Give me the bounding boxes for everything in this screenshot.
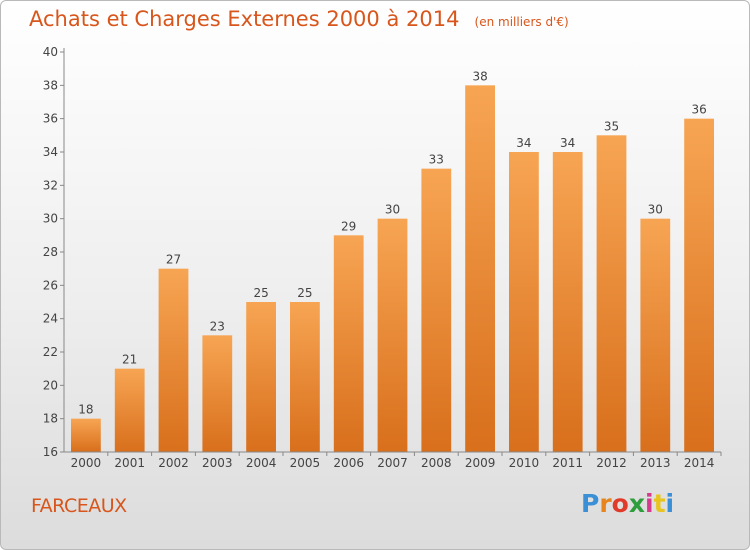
bar-2008 (421, 168, 452, 452)
bar-2006 (333, 235, 364, 452)
chart-title-block: Achats et Charges Externes 2000 à 2014 (… (29, 7, 569, 31)
x-tick-label-2012: 2012 (596, 456, 627, 470)
data-label-2012: 35 (604, 119, 619, 133)
x-tick-label-2002: 2002 (158, 456, 189, 470)
chart-unit: (en milliers d'€) (474, 15, 569, 29)
bar-2009 (465, 85, 495, 452)
proxiti-logo: Proxiti (581, 489, 674, 518)
y-tick-label: 38 (43, 78, 58, 92)
bar-2002 (158, 268, 189, 452)
y-tick-label: 32 (43, 178, 58, 192)
commune-name: FARCEAUX (31, 495, 127, 517)
bar-2004 (246, 302, 276, 452)
logo-letter: i (665, 489, 675, 518)
y-tick-label: 26 (43, 278, 58, 292)
y-axis: 16 18 20 22 24 26 28 30 32 34 36 38 40 (43, 45, 65, 459)
y-tick-label: 30 (43, 212, 58, 226)
y-tick-label: 18 (43, 412, 58, 426)
bar-2001 (114, 368, 145, 452)
x-tick-label-2004: 2004 (246, 456, 277, 470)
data-label-2004: 25 (253, 286, 268, 300)
x-tick-label-2000: 2000 (71, 456, 102, 470)
data-label-2013: 30 (648, 203, 663, 217)
bar-2007 (377, 218, 408, 452)
bar-2011 (552, 152, 583, 452)
logo-letter: i (645, 489, 654, 518)
data-label-2010: 34 (516, 136, 531, 150)
x-tick-label-2001: 2001 (114, 456, 145, 470)
data-label-2008: 33 (429, 153, 444, 167)
x-tick-label-2003: 2003 (202, 456, 233, 470)
x-tick-label-2008: 2008 (421, 456, 452, 470)
bar-2005 (290, 302, 320, 452)
logo-letter: r (599, 489, 612, 518)
data-label-2002: 27 (166, 253, 181, 267)
data-label-2003: 23 (210, 319, 225, 333)
chart-title: Achats et Charges Externes 2000 à 2014 (29, 7, 460, 31)
x-axis: 2000 2001 2002 2003 2004 2005 2006 2007 2008 2009… (64, 451, 722, 470)
logo-letter: P (581, 489, 600, 518)
y-tick-label: 16 (43, 445, 58, 459)
x-tick-label-2005: 2005 (290, 456, 321, 470)
y-tick-label: 28 (43, 245, 58, 259)
x-tick-label-2011: 2011 (552, 456, 583, 470)
x-tick-label-2006: 2006 (333, 456, 364, 470)
y-tick-label: 24 (43, 312, 58, 326)
x-tick-label-2013: 2013 (640, 456, 671, 470)
bar-2010 (509, 152, 539, 452)
data-label-2005: 25 (297, 286, 312, 300)
x-tick-label-2007: 2007 (377, 456, 408, 470)
data-label-2011: 34 (560, 136, 575, 150)
x-tick-label-2010: 2010 (509, 456, 540, 470)
y-tick-label: 22 (43, 345, 58, 359)
bar-2003 (202, 335, 233, 452)
data-label-2006: 29 (341, 219, 356, 233)
bar-2013 (640, 218, 671, 452)
logo-letter: o (611, 489, 629, 518)
logo-letter: t (653, 489, 666, 518)
data-label-2009: 38 (472, 69, 487, 83)
data-label-2000: 18 (78, 403, 93, 417)
y-tick-label: 34 (43, 145, 58, 159)
x-tick-label-2009: 2009 (465, 456, 496, 470)
bar-2000 (71, 418, 101, 452)
bar-2014 (684, 118, 714, 453)
bar-2012 (596, 135, 627, 453)
data-label-2007: 30 (385, 203, 400, 217)
y-tick-label: 36 (43, 112, 58, 126)
y-tick-label: 40 (43, 45, 58, 59)
logo-letter: x (628, 489, 645, 518)
data-label-2001: 21 (122, 353, 137, 367)
x-tick-label-2014: 2014 (684, 456, 715, 470)
data-label-2014: 36 (691, 103, 706, 117)
y-tick-label: 20 (43, 378, 58, 392)
bars-group: 18 21 27 23 25 25 29 30 33 38 34 34 35 30 36 (71, 69, 714, 453)
